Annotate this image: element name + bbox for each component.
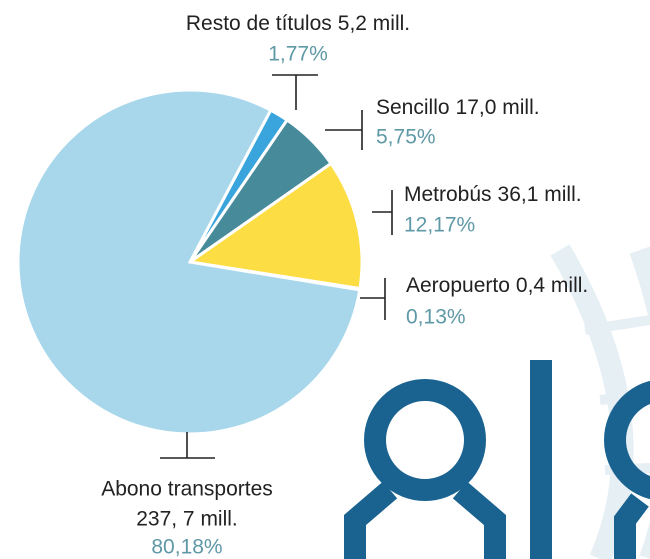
slice-label: Metrobús 36,1 mill. [404,183,582,206]
category-name: Resto de títulos [186,12,332,35]
amount-label: 5,2 mill. [338,12,410,35]
category-name: Metrobús [404,183,492,206]
amount-label: 17,0 mill. [456,96,540,119]
pie-slice [186,161,364,291]
leader-line [372,190,393,235]
slice-label: Resto de títulos 5,2 mill. [186,12,410,35]
percent-label: 0,13% [406,306,466,329]
percent-label: 80,18% [151,536,222,559]
amount-label: 0,4 mill. [516,274,588,297]
percent-label: 1,77% [268,43,328,66]
leader-line [325,110,363,150]
leader-line [160,432,215,459]
slice-label: Aeropuerto 0,4 mill. [406,274,588,297]
amount-label: 237, 7 mill. [136,508,238,531]
slice-label: Abono transportes [101,478,273,501]
percent-label: 5,75% [376,126,436,149]
amount-label: 36,1 mill. [498,183,582,206]
background-illustration [344,244,650,559]
leader-line [272,74,318,110]
slice-label: Sencillo 17,0 mill. [376,96,540,119]
category-name: Aeropuerto [406,274,510,297]
percent-label: 12,17% [404,214,475,237]
category-name: Sencillo [376,96,450,119]
pie-slice [16,88,362,436]
leader-line [360,278,386,320]
